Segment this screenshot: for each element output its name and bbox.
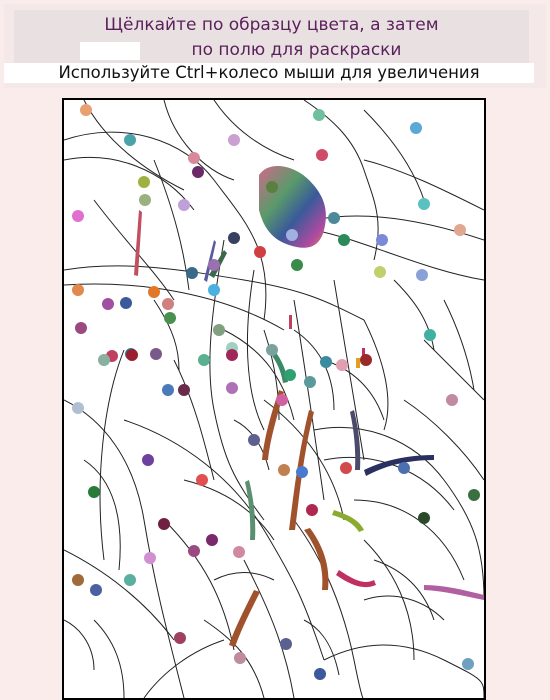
color-swatch-dot[interactable]: [284, 369, 296, 381]
color-swatch-dot[interactable]: [340, 462, 352, 474]
color-swatch-dot[interactable]: [276, 394, 288, 406]
color-swatch-dot[interactable]: [291, 259, 303, 271]
color-swatch-dot[interactable]: [102, 298, 114, 310]
color-swatch-dot[interactable]: [124, 134, 136, 146]
coloring-canvas[interactable]: [62, 98, 486, 700]
color-swatch-dot[interactable]: [418, 512, 430, 524]
color-swatch-dot[interactable]: [178, 199, 190, 211]
color-swatch-dot[interactable]: [416, 269, 428, 281]
color-swatch-dot[interactable]: [120, 297, 132, 309]
color-swatches[interactable]: [72, 104, 480, 680]
color-swatch-dot[interactable]: [72, 210, 84, 222]
filled-regions: [134, 165, 484, 647]
color-swatch-dot[interactable]: [278, 464, 290, 476]
color-swatch-dot[interactable]: [90, 584, 102, 596]
color-swatch-dot[interactable]: [374, 266, 386, 278]
color-swatch-dot[interactable]: [186, 267, 198, 279]
color-swatch-dot[interactable]: [410, 122, 422, 134]
color-swatch-dot[interactable]: [266, 181, 278, 193]
color-swatch-dot[interactable]: [138, 176, 150, 188]
color-swatch-dot[interactable]: [162, 384, 174, 396]
color-swatch-dot[interactable]: [316, 149, 328, 161]
instructions-panel: Щёлкайте по образцу цвета, а затем по по…: [4, 4, 546, 88]
color-swatch-dot[interactable]: [72, 574, 84, 586]
color-swatch-dot[interactable]: [338, 234, 350, 246]
color-swatch-dot[interactable]: [174, 632, 186, 644]
color-swatch-dot[interactable]: [126, 349, 138, 361]
color-swatch-dot[interactable]: [286, 229, 298, 241]
color-swatch-dot[interactable]: [304, 376, 316, 388]
color-swatch-dot[interactable]: [424, 329, 436, 341]
color-swatch-dot[interactable]: [418, 198, 430, 210]
color-swatch-dot[interactable]: [306, 504, 318, 516]
color-swatch-dot[interactable]: [320, 356, 332, 368]
instruction-line-2: по полю для раскраски: [191, 40, 402, 60]
color-swatch-dot[interactable]: [80, 104, 92, 116]
color-swatch-dot[interactable]: [139, 194, 151, 206]
color-swatch-dot[interactable]: [234, 652, 246, 664]
color-swatch-dot[interactable]: [162, 298, 174, 310]
color-swatch-dot[interactable]: [144, 552, 156, 564]
color-swatch-dot[interactable]: [462, 658, 474, 670]
color-swatch-dot[interactable]: [328, 212, 340, 224]
color-swatch-dot[interactable]: [313, 109, 325, 121]
color-swatch-dot[interactable]: [196, 474, 208, 486]
color-swatch-dot[interactable]: [446, 394, 458, 406]
color-swatch-dot[interactable]: [178, 384, 190, 396]
color-swatch-dot[interactable]: [188, 152, 200, 164]
instructions-box: Щёлкайте по образцу цвета, а затем по по…: [14, 10, 529, 66]
color-swatch-dot[interactable]: [254, 246, 266, 258]
color-swatch-dot[interactable]: [164, 312, 176, 324]
color-swatch-dot[interactable]: [148, 286, 160, 298]
selected-color-swatch: [80, 42, 140, 60]
color-swatch-dot[interactable]: [98, 354, 110, 366]
color-swatch-dot[interactable]: [296, 466, 308, 478]
color-swatch-dot[interactable]: [226, 349, 238, 361]
color-swatch-dot[interactable]: [454, 224, 466, 236]
color-swatch-dot[interactable]: [226, 382, 238, 394]
color-swatch-dot[interactable]: [72, 284, 84, 296]
color-swatch-dot[interactable]: [213, 324, 225, 336]
coloring-artwork[interactable]: [64, 100, 484, 698]
color-swatch-dot[interactable]: [206, 534, 218, 546]
color-swatch-dot[interactable]: [314, 668, 326, 680]
color-swatch-dot[interactable]: [468, 489, 480, 501]
color-swatch-dot[interactable]: [198, 354, 210, 366]
color-swatch-dot[interactable]: [233, 546, 245, 558]
color-swatch-dot[interactable]: [88, 486, 100, 498]
color-swatch-dot[interactable]: [398, 462, 410, 474]
color-swatch-dot[interactable]: [142, 454, 154, 466]
color-swatch-dot[interactable]: [208, 284, 220, 296]
color-swatch-dot[interactable]: [124, 574, 136, 586]
instruction-line-1: Щёлкайте по образцу цвета, а затем: [104, 15, 439, 35]
color-swatch-dot[interactable]: [158, 518, 170, 530]
color-swatch-dot[interactable]: [192, 166, 204, 178]
color-swatch-dot[interactable]: [360, 354, 372, 366]
color-swatch-dot[interactable]: [188, 545, 200, 557]
color-swatch-dot[interactable]: [72, 402, 84, 414]
color-swatch-dot[interactable]: [75, 322, 87, 334]
color-swatch-dot[interactable]: [336, 359, 348, 371]
color-swatch-dot[interactable]: [228, 232, 240, 244]
color-swatch-dot[interactable]: [208, 259, 220, 271]
color-swatch-dot[interactable]: [150, 348, 162, 360]
color-swatch-dot[interactable]: [248, 434, 260, 446]
color-swatch-dot[interactable]: [266, 344, 278, 356]
color-swatch-dot[interactable]: [280, 638, 292, 650]
zoom-hint: Используйте Ctrl+колесо мыши для увеличе…: [4, 63, 534, 83]
color-swatch-dot[interactable]: [228, 134, 240, 146]
color-swatch-dot[interactable]: [376, 234, 388, 246]
